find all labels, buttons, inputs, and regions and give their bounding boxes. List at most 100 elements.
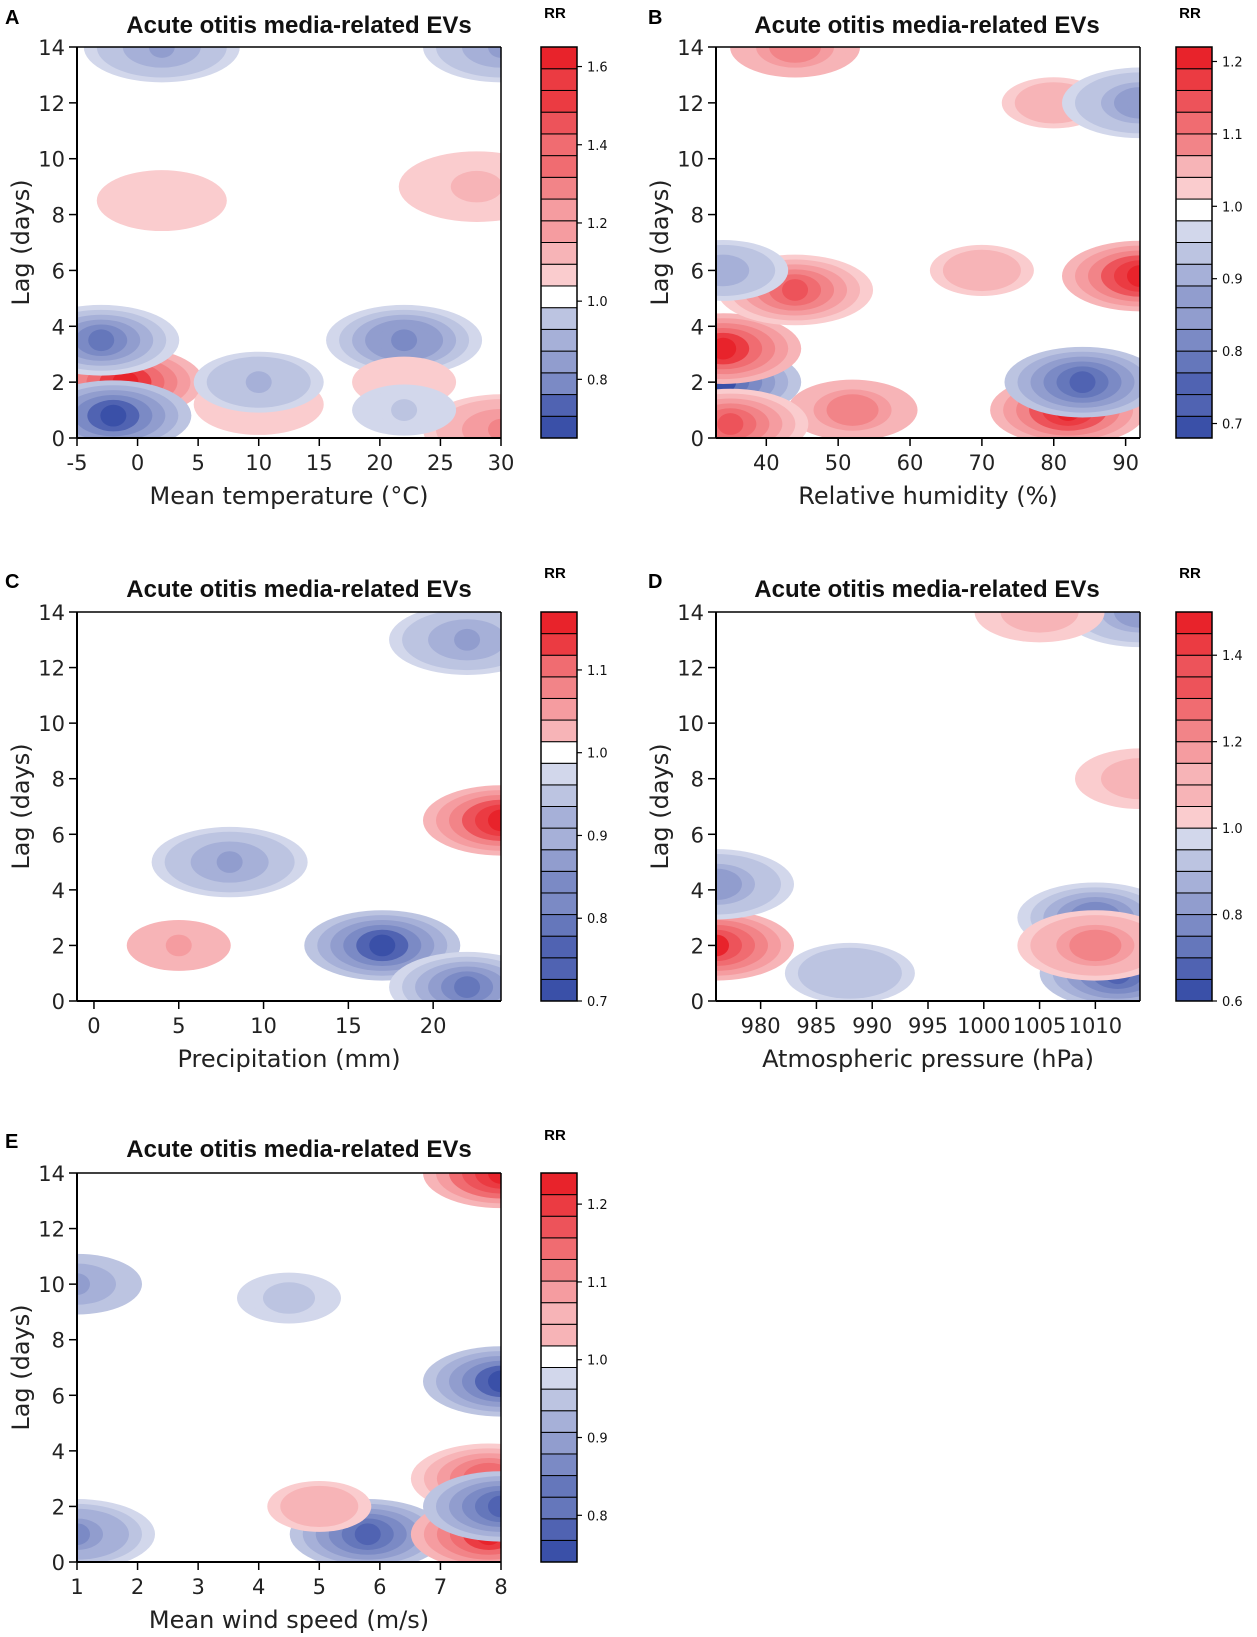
x-tick-label: 1 bbox=[70, 1575, 83, 1599]
y-tick-label: 8 bbox=[52, 768, 65, 792]
colorbar-level bbox=[1175, 892, 1213, 916]
colorbar-level bbox=[1175, 827, 1213, 851]
colorbar-tick-label: 1.1 bbox=[1222, 128, 1243, 143]
panel-d: 0 2 4 6 8 10 12 14 980 985 990 995 1000 1005 1010 Atmos… bbox=[646, 565, 1243, 1073]
contour-level bbox=[391, 329, 418, 352]
y-tick-label: 6 bbox=[52, 1384, 65, 1408]
colorbar-level bbox=[540, 242, 578, 265]
y-tick-label: 6 bbox=[52, 823, 65, 847]
colorbar-tick-label: 0.6 bbox=[1222, 995, 1243, 1010]
panel-b: 0 2 4 6 8 10 12 14 40 50 60 70 80 90 Relative humidity… bbox=[646, 5, 1243, 510]
colorbar-tick-label: 1.0 bbox=[587, 295, 608, 310]
x-tick-label: 70 bbox=[969, 451, 996, 475]
x-tick-label: 5 bbox=[172, 1014, 185, 1038]
contour-level bbox=[1026, 612, 1053, 623]
colorbar-level bbox=[540, 68, 578, 91]
colorbar-level bbox=[540, 676, 578, 699]
contour-level bbox=[1069, 371, 1096, 394]
y-tick-label: 0 bbox=[52, 427, 65, 451]
colorbar-level bbox=[1175, 155, 1213, 178]
colorbar-tick-label: 1.4 bbox=[587, 139, 608, 154]
colorbar-level bbox=[1175, 676, 1213, 699]
y-tick-label: 0 bbox=[52, 1551, 65, 1575]
contour-level bbox=[216, 851, 243, 873]
x-tick-label: 0 bbox=[87, 1014, 100, 1038]
contour-level bbox=[1082, 934, 1109, 957]
colorbar-level bbox=[540, 220, 578, 243]
contour-level bbox=[1127, 612, 1140, 623]
colorbar-level bbox=[540, 1539, 578, 1563]
contour-level bbox=[488, 1370, 501, 1393]
x-axis-title: Precipitation (mm) bbox=[177, 1045, 400, 1073]
y-tick-label: 4 bbox=[691, 879, 704, 903]
colorbar-level bbox=[540, 978, 578, 1002]
colorbar-level bbox=[540, 1431, 578, 1455]
colorbar-title: RR bbox=[544, 565, 566, 582]
contour-level bbox=[968, 259, 995, 282]
colorbar-level bbox=[540, 1323, 578, 1347]
colorbar-level bbox=[540, 1453, 578, 1477]
contour-regions bbox=[716, 612, 1140, 1001]
colorbar-frame bbox=[540, 1172, 578, 1563]
x-tick-label: 10 bbox=[245, 451, 272, 475]
colorbar-tick-label: 1.0 bbox=[587, 1354, 608, 1369]
x-tick-label: 15 bbox=[335, 1014, 362, 1038]
y-tick-label: 2 bbox=[52, 934, 65, 958]
colorbar-level bbox=[1175, 242, 1213, 265]
y-tick-label: 12 bbox=[38, 92, 65, 116]
contour-level bbox=[717, 413, 744, 435]
x-axis-title: Atmospheric pressure (hPa) bbox=[762, 1045, 1094, 1073]
y-tick-label: 4 bbox=[52, 1440, 65, 1464]
y-tick-label: 6 bbox=[691, 823, 704, 847]
panel-letter: C bbox=[5, 571, 19, 593]
contour-regions bbox=[716, 47, 1140, 438]
colorbar-tick-label: 0.8 bbox=[1222, 909, 1243, 924]
colorbar-level bbox=[540, 263, 578, 287]
colorbar-level bbox=[540, 697, 578, 721]
colorbar-frame bbox=[540, 46, 578, 439]
colorbar-level bbox=[1175, 46, 1213, 70]
contour-level bbox=[463, 175, 490, 198]
colorbar-level bbox=[540, 827, 578, 851]
colorbar-level bbox=[540, 1172, 578, 1196]
colorbar-frame bbox=[1175, 46, 1213, 439]
colorbar-level bbox=[540, 1496, 578, 1520]
contour-level bbox=[1127, 91, 1140, 114]
contour-regions bbox=[77, 47, 501, 438]
x-tick-label: -5 bbox=[67, 451, 88, 475]
contour-level bbox=[716, 934, 729, 957]
colorbar-level bbox=[1175, 263, 1213, 287]
y-tick-label: 2 bbox=[52, 371, 65, 395]
contour-level bbox=[1127, 767, 1140, 790]
contour-level bbox=[716, 259, 737, 282]
contour-level bbox=[354, 1523, 381, 1546]
colorbar-tick-label: 0.8 bbox=[587, 373, 608, 388]
x-tick-label: 15 bbox=[306, 451, 333, 475]
colorbar: 0.7 0.8 0.9 1.0 1.1 RR bbox=[540, 565, 608, 1010]
colorbar-tick-label: 0.9 bbox=[587, 1432, 608, 1447]
colorbar-tick-label: 0.7 bbox=[587, 995, 608, 1010]
colorbar-level bbox=[540, 762, 578, 786]
y-tick-label: 8 bbox=[691, 204, 704, 228]
contour-level bbox=[488, 47, 501, 58]
y-tick-label: 4 bbox=[52, 315, 65, 339]
contour-level bbox=[165, 934, 192, 957]
contour-level bbox=[148, 47, 175, 58]
colorbar-level bbox=[1175, 285, 1213, 309]
y-axis-title: Lag (days) bbox=[7, 743, 35, 869]
colorbar-level bbox=[1175, 350, 1213, 374]
panel-letter: B bbox=[648, 7, 662, 29]
colorbar-level bbox=[540, 633, 578, 656]
contour-level bbox=[1127, 265, 1140, 287]
x-tick-label: 1005 bbox=[1013, 1014, 1066, 1038]
y-tick-label: 14 bbox=[38, 36, 65, 60]
colorbar-level bbox=[540, 155, 578, 178]
y-axis-title: Lag (days) bbox=[7, 179, 35, 305]
x-tick-label: 90 bbox=[1112, 451, 1139, 475]
colorbar-level bbox=[540, 1518, 578, 1541]
colorbar-level bbox=[540, 1237, 578, 1260]
x-tick-label: 80 bbox=[1040, 451, 1067, 475]
y-tick-label: 8 bbox=[52, 204, 65, 228]
x-tick-label: 40 bbox=[753, 451, 780, 475]
x-axis-title: Mean temperature (°C) bbox=[150, 482, 429, 510]
